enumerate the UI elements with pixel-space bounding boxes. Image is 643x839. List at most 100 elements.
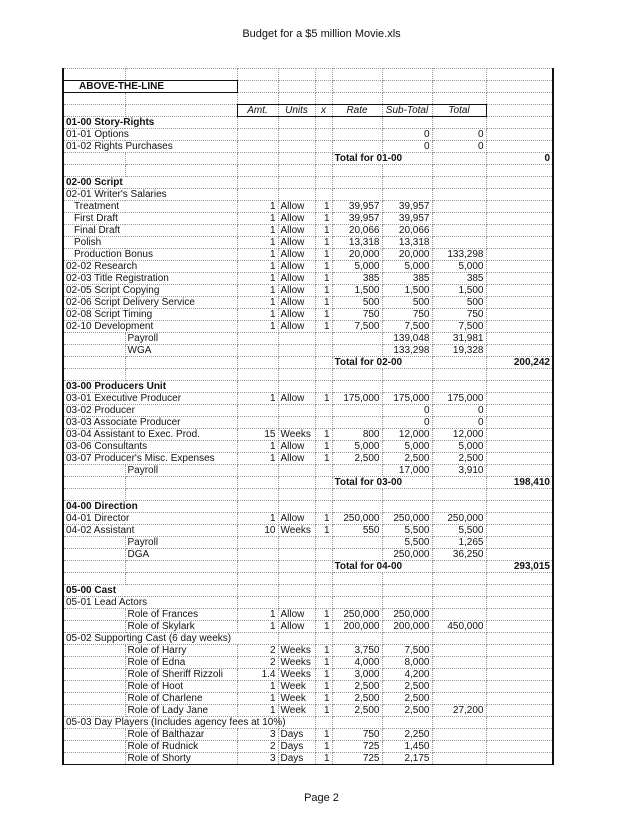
total: 7,500 bbox=[431, 320, 487, 333]
empty-cell bbox=[431, 164, 487, 177]
line-item-row: Treatment 1 Allow 1 39,957 39,957 bbox=[62, 200, 554, 213]
line-item-row: 03-03 Associate Producer 0 0 bbox=[62, 416, 554, 429]
empty-cell bbox=[62, 464, 126, 477]
empty-cell bbox=[277, 584, 316, 597]
line-item-label: Role of Edna bbox=[124, 656, 238, 669]
rate: 13,318 bbox=[331, 236, 383, 249]
total: 5,000 bbox=[431, 440, 487, 453]
subtotal: 0 bbox=[381, 416, 433, 429]
total: 385 bbox=[431, 272, 487, 285]
subtotal: 133,298 bbox=[381, 344, 433, 357]
line-item-row: 03-07 Producer's Misc. Expenses 1 Allow 1 2,… bbox=[62, 452, 554, 465]
empty-cell bbox=[485, 548, 554, 561]
amount: 1 bbox=[236, 236, 279, 249]
units: Allow bbox=[277, 308, 316, 321]
line-item-row: Final Draft 1 Allow 1 20,066 20,066 bbox=[62, 224, 554, 237]
empty-cell bbox=[124, 152, 238, 165]
rate bbox=[331, 632, 383, 645]
empty-cell bbox=[485, 296, 554, 309]
amount: 1 bbox=[236, 284, 279, 297]
empty-cell bbox=[236, 80, 279, 93]
empty-cell bbox=[331, 380, 383, 393]
total bbox=[431, 716, 487, 729]
empty-cell bbox=[485, 200, 554, 213]
subtotal: 500 bbox=[381, 296, 433, 309]
subtotal: 5,000 bbox=[381, 440, 433, 453]
empty-cell bbox=[314, 164, 333, 177]
empty-cell bbox=[314, 380, 333, 393]
subtotal: 139,048 bbox=[381, 332, 433, 345]
units: Allow bbox=[277, 284, 316, 297]
total bbox=[431, 668, 487, 681]
empty-cell bbox=[124, 164, 238, 177]
units bbox=[277, 344, 316, 357]
empty-cell bbox=[331, 500, 383, 513]
empty-cell bbox=[331, 488, 383, 501]
rate: 250,000 bbox=[331, 608, 383, 621]
total: 19,328 bbox=[431, 344, 487, 357]
empty-cell bbox=[62, 104, 126, 117]
column-header-x: x bbox=[314, 104, 333, 117]
empty-cell bbox=[236, 164, 279, 177]
empty-cell bbox=[431, 152, 487, 165]
group-header-row: 02-00 Script bbox=[62, 176, 554, 189]
units bbox=[277, 536, 316, 549]
multiplier: 1 bbox=[314, 752, 333, 765]
line-item-label: Payroll bbox=[124, 536, 238, 549]
empty-cell bbox=[485, 368, 554, 381]
empty-cell bbox=[314, 92, 333, 105]
rate bbox=[331, 548, 383, 561]
empty-cell bbox=[314, 356, 333, 369]
multiplier bbox=[314, 128, 333, 141]
line-item-label: Role of Harry bbox=[124, 644, 238, 657]
units: Allow bbox=[277, 512, 316, 525]
line-item-row: 01-02 Rights Purchases 0 0 bbox=[62, 140, 554, 153]
empty-cell bbox=[314, 572, 333, 585]
subtotal: 7,500 bbox=[381, 320, 433, 333]
empty-cell bbox=[62, 344, 126, 357]
line-item-row: 04-02 Assistant 10 Weeks 1 550 5,500 5,500 bbox=[62, 524, 554, 537]
empty-cell bbox=[485, 644, 554, 657]
rate bbox=[331, 344, 383, 357]
empty-cell bbox=[62, 620, 126, 633]
empty-cell bbox=[62, 332, 126, 345]
units bbox=[277, 596, 316, 609]
line-item-label: Role of Frances bbox=[124, 608, 238, 621]
units: Days bbox=[277, 740, 316, 753]
subtotal: 175,000 bbox=[381, 392, 433, 405]
units: Allow bbox=[277, 296, 316, 309]
empty-cell bbox=[485, 392, 554, 405]
multiplier: 1 bbox=[314, 320, 333, 333]
empty-cell bbox=[485, 140, 554, 153]
empty-cell bbox=[331, 116, 383, 129]
total: 0 bbox=[431, 140, 487, 153]
empty-cell bbox=[485, 524, 554, 537]
line-item-row: 01-01 Options 0 0 bbox=[62, 128, 554, 141]
multiplier bbox=[314, 344, 333, 357]
units bbox=[277, 140, 316, 153]
amount: 1 bbox=[236, 272, 279, 285]
subtotal bbox=[381, 632, 433, 645]
group-title: 05-00 Cast bbox=[62, 584, 238, 597]
rate: 7,500 bbox=[331, 320, 383, 333]
group-title: 01-00 Story-Rights bbox=[62, 116, 238, 129]
empty-cell bbox=[431, 488, 487, 501]
amount: 2 bbox=[236, 740, 279, 753]
amount bbox=[236, 548, 279, 561]
empty-cell bbox=[277, 356, 316, 369]
units: Week bbox=[277, 692, 316, 705]
rate: 800 bbox=[331, 428, 383, 441]
multiplier: 1 bbox=[314, 296, 333, 309]
rate: 39,957 bbox=[331, 200, 383, 213]
line-item-row: Polish 1 Allow 1 13,318 13,318 bbox=[62, 236, 554, 249]
total bbox=[431, 644, 487, 657]
total-label: Total for 03-00 bbox=[331, 476, 433, 489]
empty-cell bbox=[381, 368, 433, 381]
empty-cell bbox=[236, 488, 279, 501]
amount: 1 bbox=[236, 620, 279, 633]
multiplier bbox=[314, 140, 333, 153]
subtotal: 2,500 bbox=[381, 680, 433, 693]
line-item-label: 03-07 Producer's Misc. Expenses bbox=[62, 452, 238, 465]
line-item-row: 04-01 Director 1 Allow 1 250,000 250,000 250,0… bbox=[62, 512, 554, 525]
subtotal: 1,450 bbox=[381, 740, 433, 753]
